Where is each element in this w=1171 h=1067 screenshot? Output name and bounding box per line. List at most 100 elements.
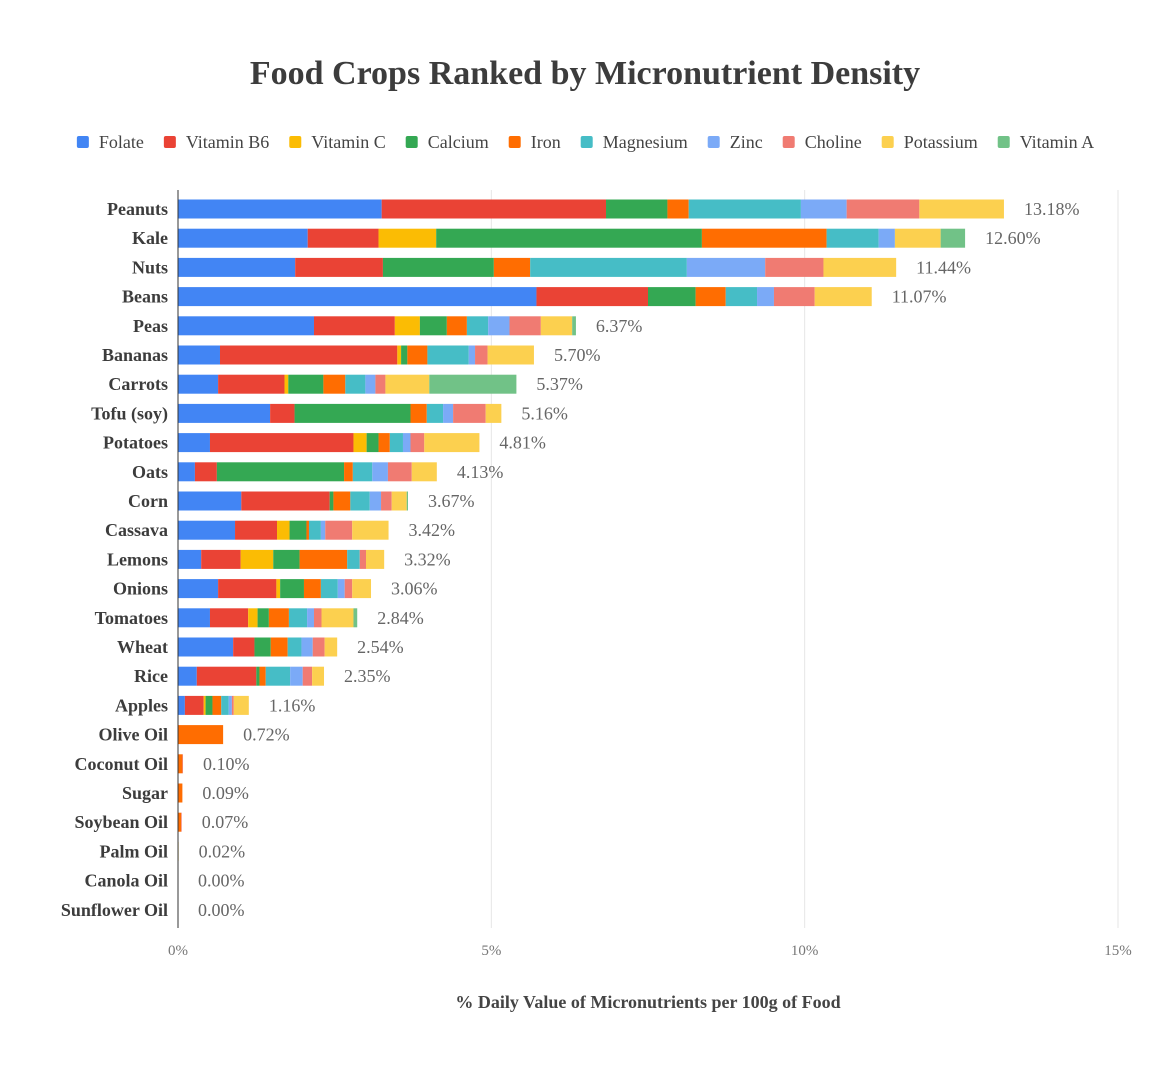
x-tick-labels: 0% 5% 10% 15% [168, 943, 1132, 959]
bar-segment-potassium [540, 316, 573, 336]
bar-segment-zinc [372, 462, 388, 482]
legend-label: Vitamin B6 [186, 132, 269, 152]
bar-segment-vitamin-b6 [219, 345, 398, 365]
category-label: Nuts [132, 257, 168, 277]
bar-segment-folate [178, 316, 314, 336]
bar-segment-vitamin-c [394, 316, 420, 336]
category-label: Lemons [107, 549, 168, 569]
bar-segment-potassium [894, 228, 941, 248]
legend-label: Choline [805, 132, 862, 152]
bar-segment-iron [333, 491, 351, 511]
bar-segment-choline [410, 433, 425, 453]
bar-segment-iron [178, 783, 183, 803]
bar-segment-iron [493, 257, 531, 277]
legend-item: Zinc [707, 132, 763, 152]
bar-segment-potassium [823, 257, 897, 277]
legend-item: Magnesium [580, 132, 688, 152]
x-axis-title: % Daily Value of Micronutrients per 100g… [455, 992, 840, 1012]
bar-segment-potassium [312, 666, 325, 686]
bar-segment-folate [178, 491, 242, 511]
category-label: Wheat [117, 637, 168, 657]
bar-segment-iron [268, 608, 289, 628]
bar-segment-choline [765, 257, 824, 277]
legend-item: Vitamin B6 [163, 132, 269, 152]
bar-segment-calcium [288, 374, 324, 394]
legend-label: Potassium [904, 132, 978, 152]
legend: Folate Vitamin B6 Vitamin C Calcium Iron Magn… [76, 132, 1094, 152]
bar-segment-iron [323, 374, 346, 394]
bar-segment-potassium [324, 637, 338, 657]
bars [178, 199, 1004, 861]
bar-segment-calcium [216, 462, 345, 482]
category-label: Beans [122, 287, 168, 307]
bar-segment-vitamin-b6 [235, 520, 278, 540]
bar-segment-vitamin-c [353, 433, 367, 453]
bar-segment-zinc [443, 403, 454, 423]
total-label: 0.02% [199, 841, 246, 861]
bar-segment-folate [178, 433, 210, 453]
legend-item: Potassium [881, 132, 978, 152]
bar-segment-vitamin-b6 [270, 403, 295, 423]
bar-segment-vitamin-b6 [184, 695, 204, 715]
legend-swatch [782, 136, 795, 148]
bar-segment-zinc [365, 374, 376, 394]
category-label: Rice [134, 666, 168, 686]
bar-segment-vitamin-a [940, 228, 966, 248]
total-label: 2.84% [377, 608, 424, 628]
category-label: Kale [132, 228, 168, 248]
legend-item: Vitamin C [289, 132, 386, 152]
bar-segment-potassium [919, 199, 1004, 219]
bar-segment-calcium [401, 345, 408, 365]
bar-segment-vitamin-a [353, 608, 358, 628]
bar-segment-folate [178, 462, 195, 482]
total-label: 4.13% [457, 462, 504, 482]
legend-swatch [405, 136, 418, 148]
bar-segment-choline [182, 754, 184, 774]
bar-segment-vitamin-c [276, 579, 281, 599]
legend-item: Calcium [405, 132, 489, 152]
bar-segment-potassium [485, 403, 502, 423]
bar-segment-vitamin-b6 [194, 462, 217, 482]
chart-title: Food Crops Ranked by Micronutrient Densi… [250, 55, 920, 92]
total-label: 3.06% [391, 579, 438, 599]
category-label: Carrots [108, 374, 168, 394]
bar-segment-iron [178, 725, 224, 745]
bar-segment-zinc [468, 345, 476, 365]
bar-segment-vitamin-c [248, 608, 258, 628]
bar-segment-vitamin-b6 [295, 257, 383, 277]
bar-segment-potassium [487, 345, 534, 365]
total-label: 13.18% [1024, 199, 1080, 219]
category-label: Palm Oil [100, 841, 169, 861]
bar-segment-calcium [256, 666, 260, 686]
bar-segment-calcium [205, 695, 213, 715]
bar-segment-choline [846, 199, 920, 219]
bar-segment-choline [344, 579, 353, 599]
legend-item: Iron [508, 132, 561, 152]
bar-segment-magnesium [466, 316, 489, 336]
category-label: Soybean Oil [74, 812, 168, 832]
legend-label: Magnesium [603, 132, 688, 152]
bar-segment-vitamin-c [397, 345, 402, 365]
total-label: 12.60% [985, 228, 1040, 248]
category-label: Corn [128, 491, 168, 511]
total-label: 11.07% [892, 287, 947, 307]
bar-segment-calcium [254, 637, 271, 657]
bar-segment-folate [178, 608, 210, 628]
total-label: 0.10% [203, 754, 250, 774]
category-label: Tofu (soy) [91, 403, 168, 424]
bar-segment-zinc [320, 520, 326, 540]
bar-segment-zinc [290, 666, 303, 686]
gridlines [490, 190, 1119, 928]
bar-segment-iron [667, 199, 689, 219]
bar-segment-choline [387, 462, 412, 482]
bar-segment-vitamin-b6 [218, 374, 285, 394]
legend-item: Choline [782, 132, 862, 152]
total-label: 4.81% [499, 433, 545, 453]
bar-segment-zinc [402, 433, 411, 453]
bar-segment-vitamin-b6 [218, 579, 277, 599]
bar-segment-vitamin-b6 [313, 316, 395, 336]
total-label: 0.00% [198, 900, 245, 920]
bar-segment-magnesium [265, 666, 291, 686]
bar-segment-iron [446, 316, 467, 336]
category-label: Tomatoes [95, 608, 168, 628]
